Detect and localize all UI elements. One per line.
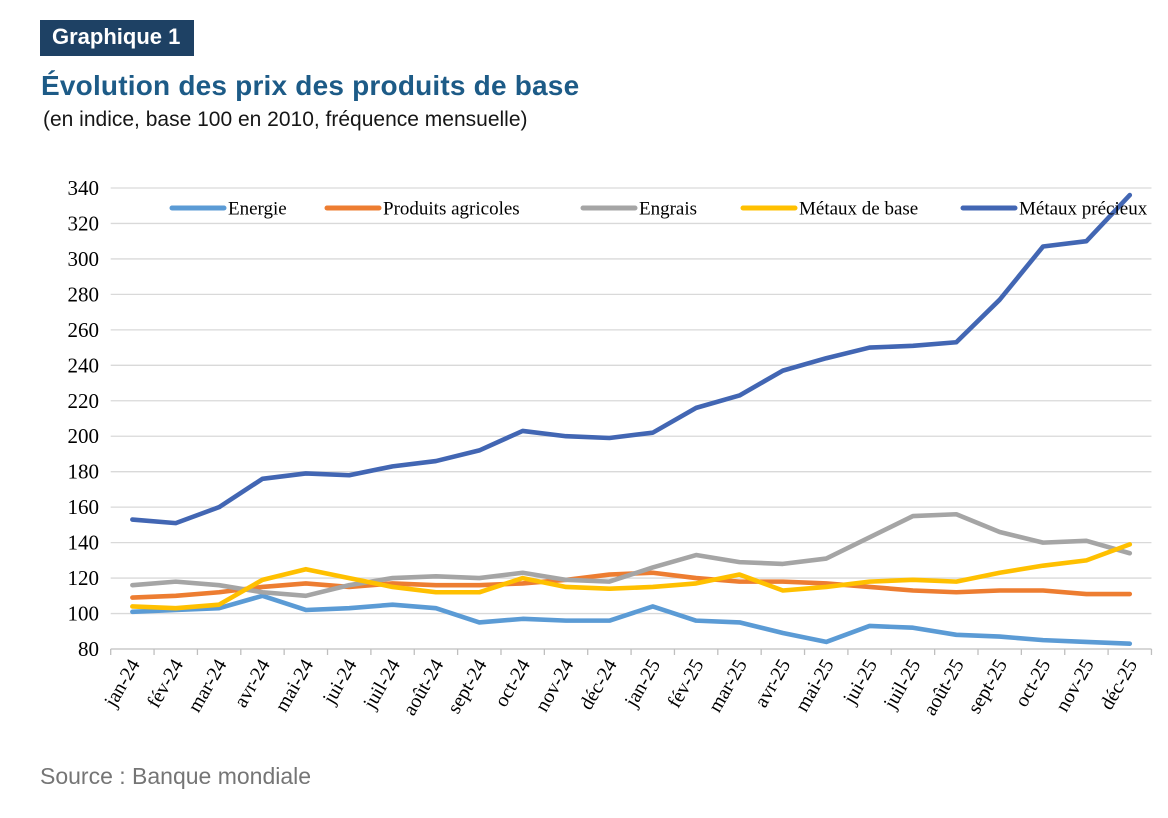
svg-text:280: 280 — [68, 282, 100, 306]
chart-title: Évolution des prix des produits de base — [41, 70, 580, 101]
x-axis-label: jui-24 — [318, 656, 361, 709]
x-axis-label: oct-25 — [1011, 656, 1056, 711]
x-axis-label: avr-24 — [230, 656, 275, 712]
figure-badge-label: Graphique 1 — [52, 24, 181, 49]
legend-label: Energie — [228, 199, 287, 220]
x-axis-label: jan-25 — [620, 656, 665, 712]
x-axis-label: avr-25 — [750, 656, 795, 712]
figure-badge: Graphique 1 — [40, 20, 195, 57]
x-axis-label: sept-25 — [964, 656, 1012, 718]
svg-text:180: 180 — [68, 460, 100, 484]
x-axis-label: nov-25 — [1051, 656, 1098, 716]
x-axis-label: déc-25 — [1096, 656, 1142, 714]
legend-label: Engrais — [639, 199, 697, 220]
svg-text:320: 320 — [68, 211, 100, 235]
x-axis-label: mar-24 — [184, 656, 232, 717]
x-axis-label: mai-24 — [271, 656, 318, 716]
series-Energie — [130, 593, 1133, 646]
x-axis-label: août-24 — [399, 656, 449, 720]
legend-label: Produits agricoles — [383, 199, 520, 220]
svg-text:140: 140 — [68, 531, 100, 555]
x-axis-label: nov-24 — [531, 656, 578, 716]
svg-text:300: 300 — [68, 247, 100, 271]
legend-label: Métaux précieux — [1019, 199, 1148, 220]
series-Métaux précieux — [130, 192, 1133, 526]
series-Métaux de base — [130, 542, 1133, 611]
source-note: Source : Banque mondiale — [40, 763, 312, 789]
svg-text:80: 80 — [78, 637, 99, 661]
svg-text:100: 100 — [68, 602, 100, 626]
x-axis-label: juil-24 — [359, 656, 405, 714]
svg-text:160: 160 — [68, 495, 100, 519]
x-axis-label: juil-25 — [879, 656, 925, 714]
legend-label: Métaux de base — [799, 199, 918, 220]
svg-text:220: 220 — [68, 389, 100, 413]
svg-text:240: 240 — [68, 353, 100, 377]
svg-text:200: 200 — [68, 424, 100, 448]
x-axis-label: mai-25 — [791, 656, 838, 716]
x-axis-label: oct-24 — [490, 656, 535, 711]
chart-area: 80 100 120 140 160 180 200 220 240 260 280 300 320 34… — [0, 160, 1168, 760]
x-axis-label: août-25 — [919, 656, 969, 720]
svg-text:260: 260 — [68, 318, 100, 342]
x-axis-label: sept-24 — [443, 656, 491, 718]
x-axis-label: fév-24 — [143, 656, 188, 712]
x-axis-label: jui-25 — [838, 656, 881, 709]
x-axis-label: jan-24 — [100, 656, 145, 712]
series-Engrais — [130, 511, 1133, 599]
x-axis-label: déc-24 — [575, 656, 621, 714]
svg-text:120: 120 — [68, 566, 100, 590]
chart-subtitle: (en indice, base 100 en 2010, fréquence … — [43, 108, 528, 131]
svg-text:340: 340 — [68, 176, 100, 200]
x-axis-label: fév-25 — [663, 656, 708, 712]
line-chart: 80 100 120 140 160 180 200 220 240 260 280 300 320 34… — [68, 176, 1153, 720]
x-axis-label: mar-25 — [704, 656, 752, 717]
